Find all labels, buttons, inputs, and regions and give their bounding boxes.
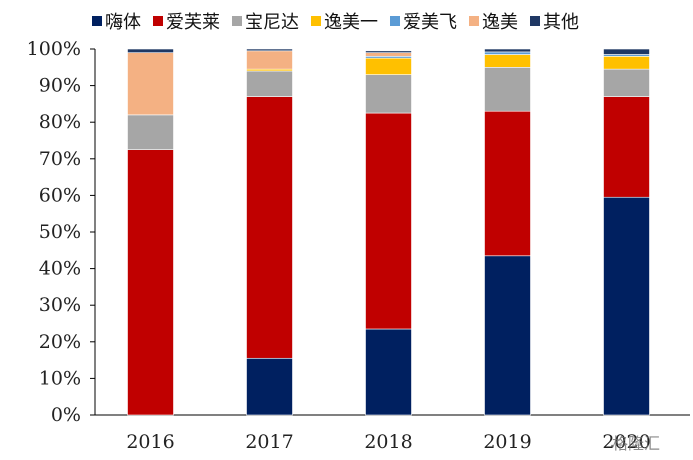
legend-label: 逸美一 (324, 12, 378, 33)
bar-segment (484, 110, 531, 257)
legend-label: 嗨体 (105, 12, 141, 33)
legend-label: 爱芙莱 (166, 12, 220, 33)
bar-segment (603, 68, 650, 97)
y-tick-label: 20% (39, 331, 81, 353)
bar-segment (365, 74, 412, 114)
legend-item: 逸美一 (311, 8, 378, 34)
bar-segment (603, 56, 650, 70)
bar-segment (365, 112, 412, 330)
bar-segment (246, 70, 293, 97)
bar-segment (484, 67, 531, 112)
bar-segment (603, 48, 650, 55)
bar-segment (365, 52, 412, 57)
legend-swatch (92, 16, 102, 26)
legend-swatch (311, 16, 321, 26)
legend-item: 其他 (530, 8, 579, 34)
legend-item: 爱美飞 (390, 8, 457, 34)
x-tick-label: 2019 (483, 431, 531, 453)
bar-segment (365, 328, 412, 416)
legend-label: 其他 (543, 12, 579, 33)
y-tick-label: 60% (39, 184, 81, 206)
legend-swatch (469, 16, 479, 26)
x-tick-label: 2020 (602, 431, 650, 453)
bar-segment (127, 48, 174, 53)
y-tick-label: 40% (39, 258, 81, 280)
x-tick-label: 2018 (364, 431, 412, 453)
legend-label: 爱美飞 (403, 12, 457, 33)
bar-segment (365, 57, 412, 75)
legend-swatch (153, 16, 163, 26)
bar-segment (246, 48, 293, 52)
watermark: 格隆汇 (612, 434, 661, 453)
y-tick-label: 50% (39, 221, 81, 243)
x-tick-label: 2017 (245, 431, 293, 453)
y-tick-label: 80% (39, 111, 81, 133)
y-tick-label: 100% (27, 38, 81, 60)
bar-segment (127, 114, 174, 150)
legend-label: 逸美 (482, 12, 518, 33)
legend-item: 嗨体 (92, 8, 141, 34)
x-tick-label: 2016 (126, 431, 174, 453)
bar-segment (484, 255, 531, 416)
y-tick-label: 0% (51, 404, 81, 426)
bar-segment (484, 51, 531, 55)
y-tick-label: 30% (39, 294, 81, 316)
y-tick-label: 70% (39, 148, 81, 170)
bar-segment (484, 54, 531, 68)
legend-swatch (232, 16, 242, 26)
y-tick-label: 10% (39, 367, 81, 389)
y-tick-label: 90% (39, 75, 81, 97)
legend-item: 爱芙莱 (153, 8, 220, 34)
bar-segment (246, 357, 293, 416)
bar-segment (246, 96, 293, 359)
bar-segment (603, 96, 650, 198)
bar-segment (484, 48, 531, 53)
legend: 嗨体 爱芙莱 宝尼达 逸美一 爱美飞 逸美 其他 (92, 8, 579, 34)
bar-segment (246, 50, 293, 70)
legend-item: 宝尼达 (232, 8, 299, 34)
bar-segment (127, 52, 174, 116)
bar-segment (603, 196, 650, 416)
legend-item: 逸美 (469, 8, 518, 34)
legend-label: 宝尼达 (245, 12, 299, 33)
bar-segment (365, 50, 412, 53)
legend-swatch (390, 16, 400, 26)
bar-segment (127, 149, 174, 416)
legend-swatch (530, 16, 540, 26)
